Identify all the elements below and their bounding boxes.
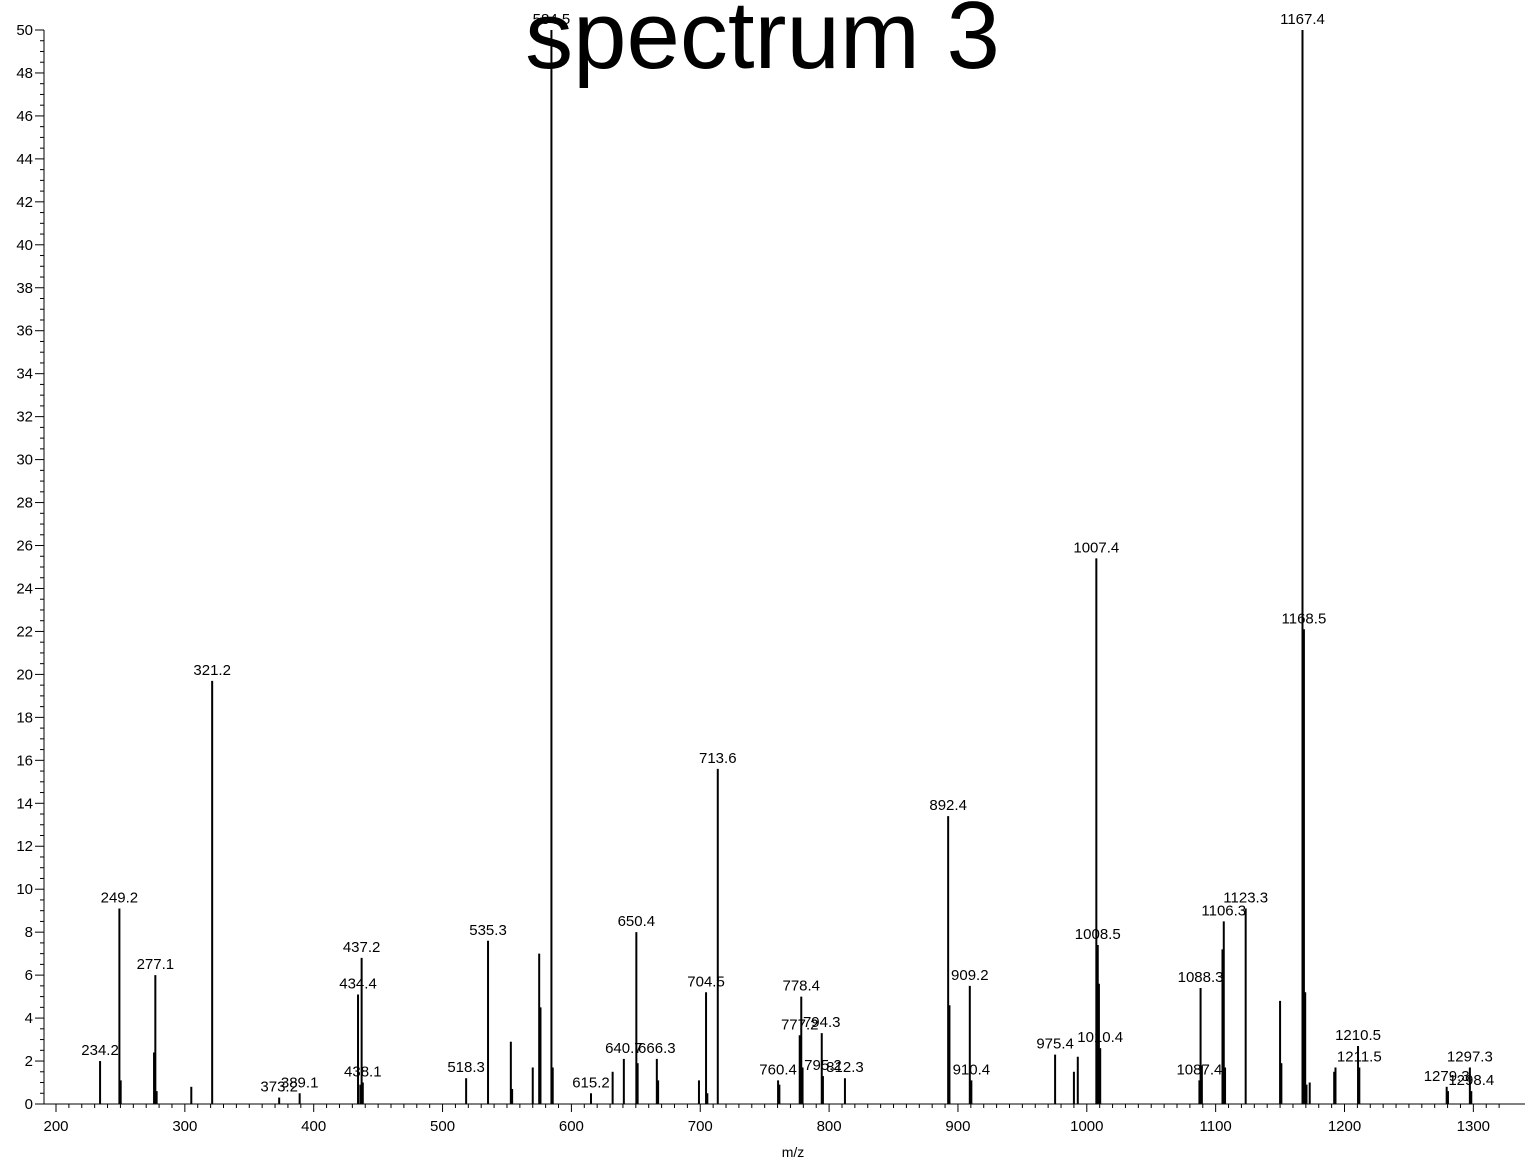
y-tick-label: 12 [16, 838, 33, 855]
y-tick-label: 0 [25, 1096, 33, 1113]
peak-label: 704.5 [687, 973, 725, 990]
peak-label: 1010.4 [1077, 1029, 1123, 1046]
y-tick-label: 38 [16, 280, 33, 297]
peak-label: 794.3 [803, 1014, 841, 1031]
peak-label: 1087.4 [1176, 1061, 1222, 1078]
peak-label: 713.6 [699, 750, 737, 767]
y-tick-label: 16 [16, 752, 33, 769]
peak-label: 1298.4 [1448, 1072, 1494, 1089]
x-tick-label: 500 [430, 1118, 455, 1135]
x-tick-label: 200 [43, 1118, 68, 1135]
y-tick-label: 44 [16, 151, 33, 168]
peak-label: 1167.4 [1280, 11, 1325, 28]
y-tick-label: 32 [16, 409, 33, 426]
peak-label: 650.4 [618, 913, 656, 930]
y-tick-label: 36 [16, 323, 33, 340]
y-tick-label: 10 [16, 881, 33, 898]
peak-label: 1007.4 [1073, 539, 1119, 556]
peak-label: 760.4 [759, 1061, 797, 1078]
peak-label: 438.1 [344, 1064, 382, 1081]
x-axis-title: m/z [782, 1144, 805, 1160]
peak-label: 1123.3 [1223, 890, 1268, 907]
x-tick-label: 300 [172, 1118, 197, 1135]
peak-label: 535.3 [469, 922, 507, 939]
peak-label: 584.5 [533, 11, 571, 28]
peak-label: 812.3 [826, 1059, 864, 1076]
peak-label: 778.4 [782, 978, 820, 995]
y-tick-label: 2 [25, 1053, 33, 1070]
y-tick-label: 30 [16, 452, 33, 469]
x-tick-label: 1000 [1070, 1118, 1103, 1135]
y-tick-label: 26 [16, 538, 33, 555]
x-tick-label: 700 [688, 1118, 713, 1135]
y-tick-label: 40 [16, 237, 33, 254]
peak-label: 910.4 [953, 1061, 991, 1078]
y-tick-label: 24 [16, 580, 33, 597]
y-tick-label: 20 [16, 666, 33, 683]
x-tick-label: 1200 [1328, 1118, 1361, 1135]
y-tick-label: 8 [25, 924, 33, 941]
peak-label: 373.2 [260, 1079, 298, 1096]
x-tick-label: 400 [301, 1118, 326, 1135]
peak-label: 666.3 [638, 1040, 676, 1057]
peak-label: 1106.3 [1201, 902, 1246, 919]
x-tick-label: 1300 [1457, 1118, 1490, 1135]
peak-label: 321.2 [193, 662, 231, 679]
y-tick-label: 14 [16, 795, 33, 812]
y-tick-label: 18 [16, 709, 33, 726]
x-tick-label: 600 [559, 1118, 584, 1135]
peak-label: 795.2 [804, 1057, 842, 1074]
peak-label: 389.1 [281, 1074, 319, 1091]
y-tick-label: 34 [16, 366, 33, 383]
peak-label: 909.2 [951, 967, 989, 984]
peak-label: 249.2 [101, 890, 139, 907]
peak-label: 1211.5 [1337, 1048, 1382, 1065]
peak-label: 1279.3 [1424, 1068, 1470, 1085]
y-tick-label: 46 [16, 108, 33, 125]
y-tick-label: 48 [16, 65, 33, 82]
x-tick-label: 1100 [1200, 1118, 1232, 1135]
y-tick-label: 6 [25, 967, 33, 984]
peak-label: 234.2 [81, 1042, 119, 1059]
peak-label: 615.2 [572, 1074, 610, 1091]
peak-label: 1008.5 [1075, 926, 1121, 943]
peak-label: 892.4 [929, 797, 967, 814]
y-tick-label: 4 [25, 1010, 33, 1027]
peak-label: 434.4 [339, 975, 377, 992]
x-tick-label: 800 [817, 1118, 842, 1135]
peak-label: 777.2 [781, 1016, 819, 1033]
peak-label: 437.2 [343, 939, 381, 956]
peak-label: 975.4 [1036, 1036, 1074, 1053]
y-tick-label: 28 [16, 495, 33, 512]
y-tick-label: 42 [16, 194, 33, 211]
peak-label: 640.7 [605, 1040, 643, 1057]
peaks-layer [99, 30, 1473, 1104]
axes: 0246810121416182022242628303234363840424… [16, 22, 1525, 1135]
peak-label: 1088.3 [1178, 969, 1224, 986]
peak-label: 1168.5 [1282, 610, 1327, 627]
peak-label: 518.3 [447, 1059, 485, 1076]
peak-label: 1297.3 [1447, 1048, 1493, 1065]
y-tick-label: 22 [16, 623, 33, 640]
peak-label: 1210.5 [1335, 1027, 1381, 1044]
x-tick-label: 900 [945, 1118, 970, 1135]
y-tick-label: 50 [16, 22, 33, 39]
peak-label: 277.1 [137, 956, 175, 973]
